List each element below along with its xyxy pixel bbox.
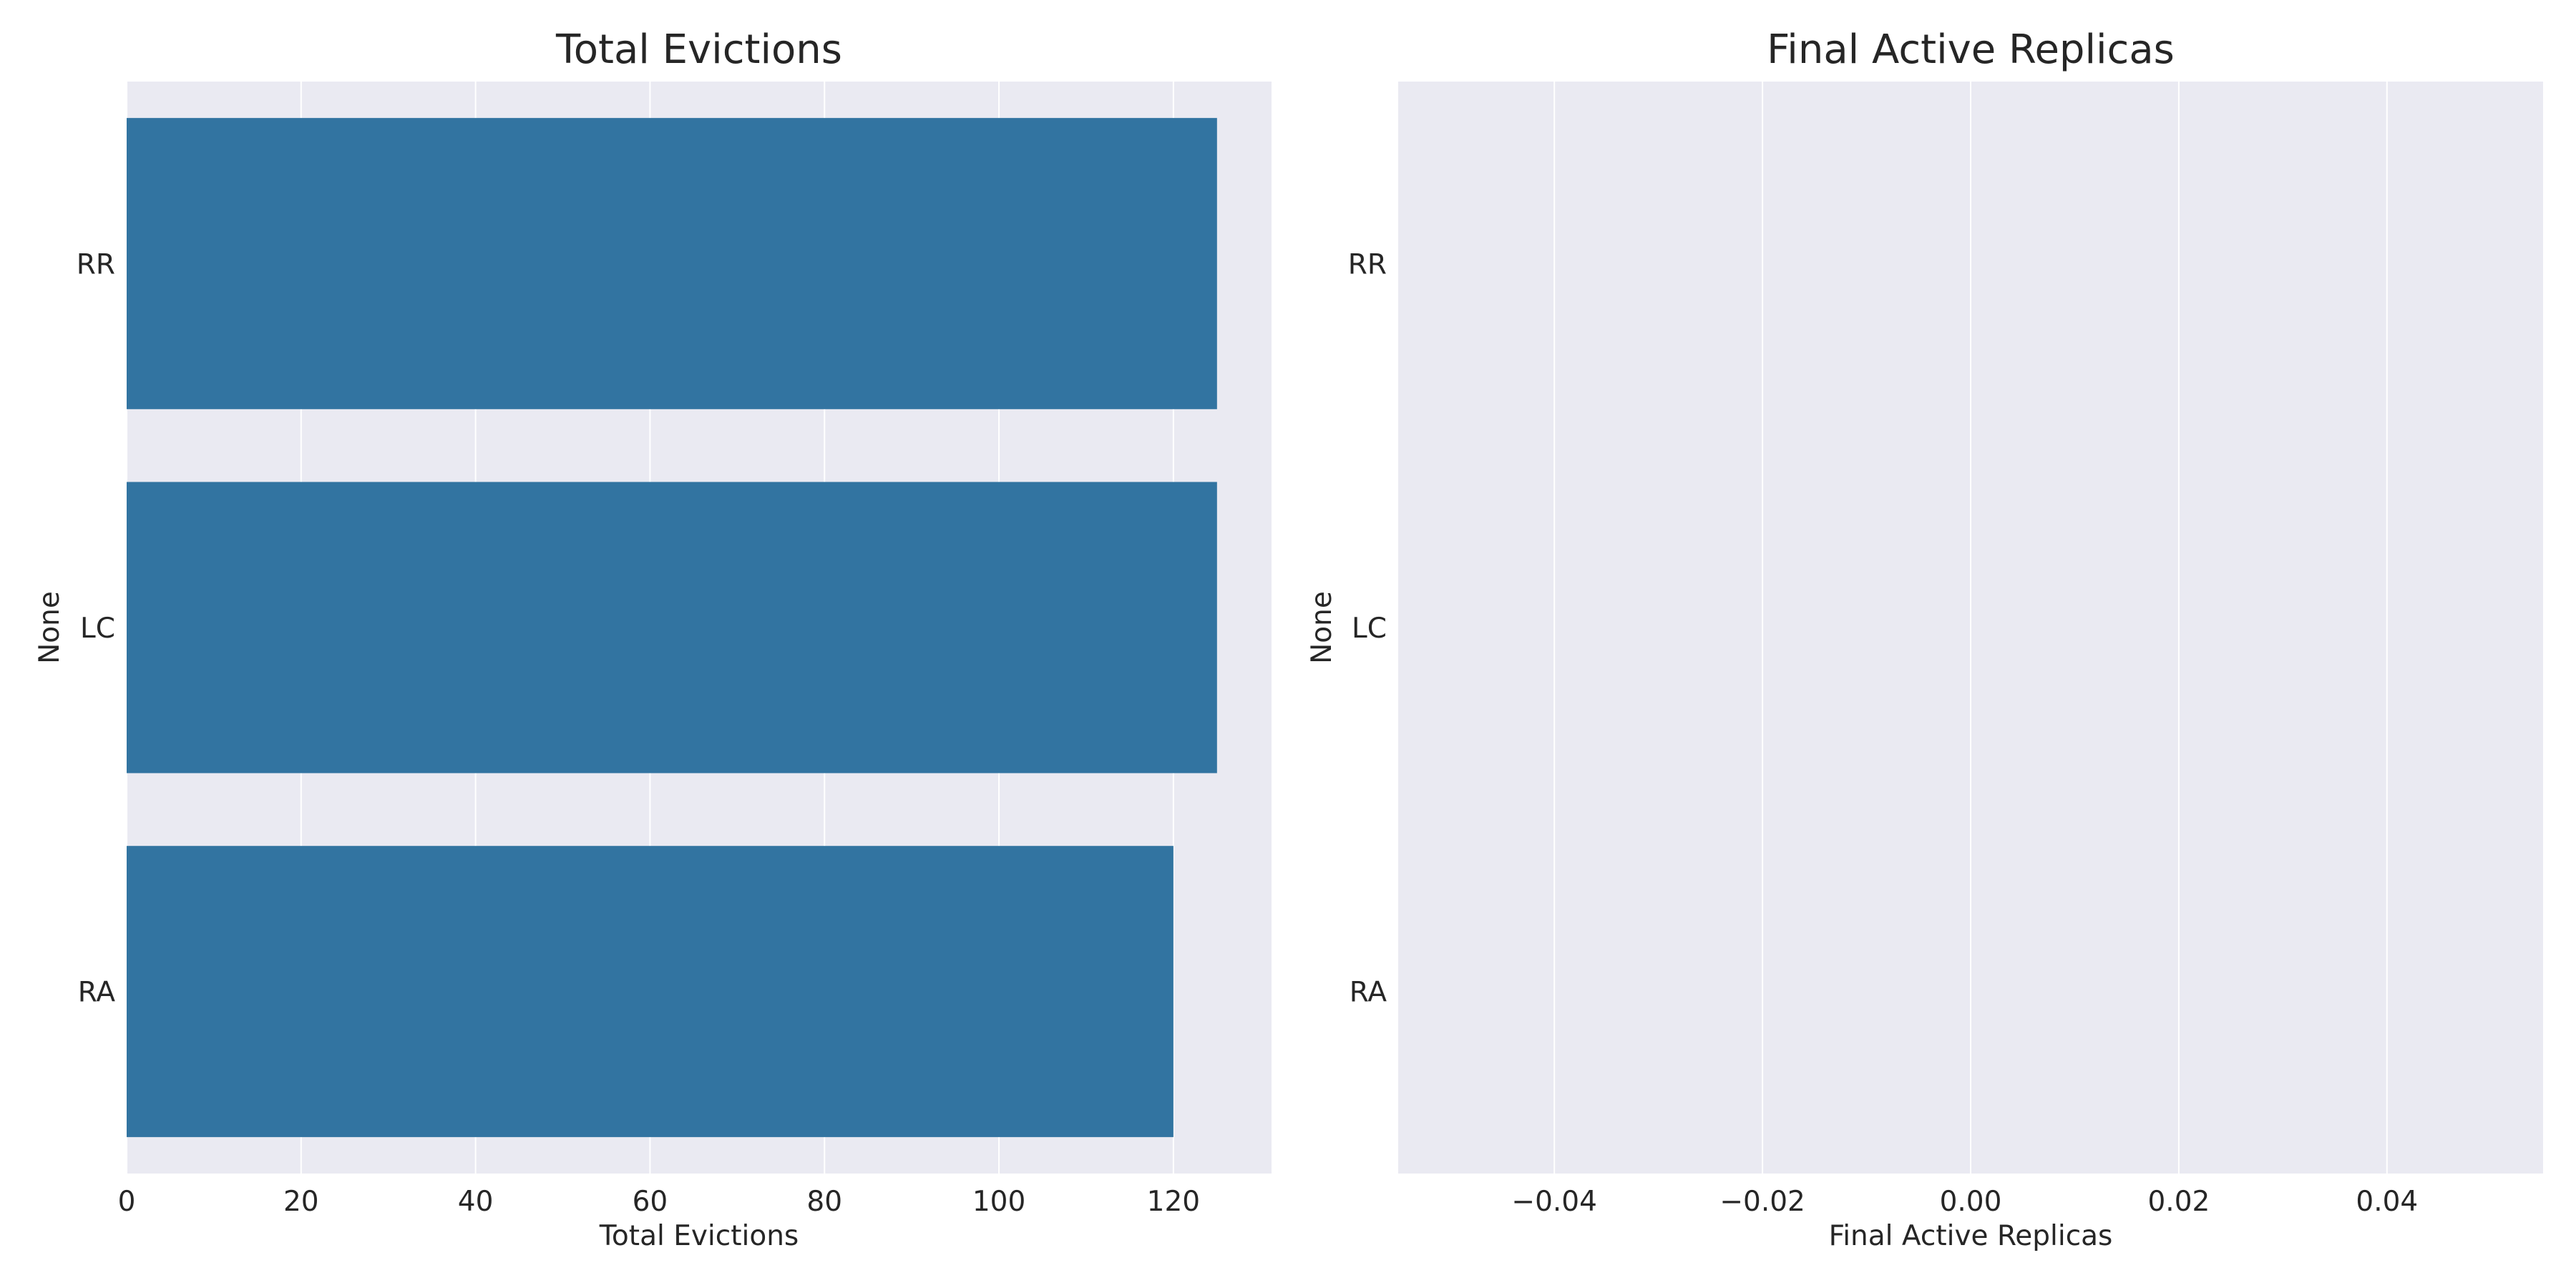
chart-total-evictions: 0 20 40 60 80 100 120 RR LC RA Total Evictions T… (34, 26, 1272, 1252)
x-tick-label: 0.02 (2147, 1186, 2210, 1218)
x-tick-label: 20 (283, 1186, 319, 1218)
y-tick-labels: RR LC RA (77, 248, 116, 1008)
x-tick-label: 120 (1147, 1186, 1200, 1218)
gridlines (1553, 82, 2388, 1174)
x-tick-label: 0.00 (1940, 1186, 2002, 1218)
x-tick-label: −0.04 (1511, 1186, 1597, 1218)
x-tick-label: −0.02 (1719, 1186, 1805, 1218)
y-tick-label: LC (1352, 613, 1387, 645)
bar-lc (127, 482, 1217, 774)
y-tick-label: RA (78, 977, 116, 1009)
x-tick-labels: −0.04 −0.02 0.00 0.02 0.04 (1511, 1186, 2418, 1218)
y-axis-label: None (1306, 591, 1338, 664)
bars (127, 117, 1217, 1138)
y-tick-labels: RR LC RA (1348, 248, 1387, 1008)
chart-title: Final Active Replicas (1767, 26, 2175, 73)
x-tick-label: 40 (458, 1186, 494, 1218)
y-tick-label: LC (80, 613, 115, 645)
y-tick-label: RA (1350, 977, 1387, 1009)
x-tick-labels: 0 20 40 60 80 100 120 (118, 1186, 1200, 1218)
chart-title: Total Evictions (555, 26, 842, 73)
bar-ra (127, 846, 1174, 1138)
y-tick-label: RR (1348, 248, 1387, 280)
chart-final-active-replicas: −0.04 −0.02 0.00 0.02 0.04 RR LC RA Final Acti… (1306, 26, 2543, 1252)
x-tick-label: 0 (118, 1186, 136, 1218)
x-axis-label: Total Evictions (599, 1220, 799, 1252)
x-tick-label: 100 (972, 1186, 1025, 1218)
y-axis-label: None (34, 591, 66, 664)
y-tick-label: RR (77, 248, 115, 280)
x-axis-label: Final Active Replicas (1829, 1220, 2113, 1252)
x-tick-label: 60 (633, 1186, 668, 1218)
x-tick-label: 0.04 (2356, 1186, 2418, 1218)
bar-rr (127, 117, 1217, 409)
x-tick-label: 80 (806, 1186, 842, 1218)
